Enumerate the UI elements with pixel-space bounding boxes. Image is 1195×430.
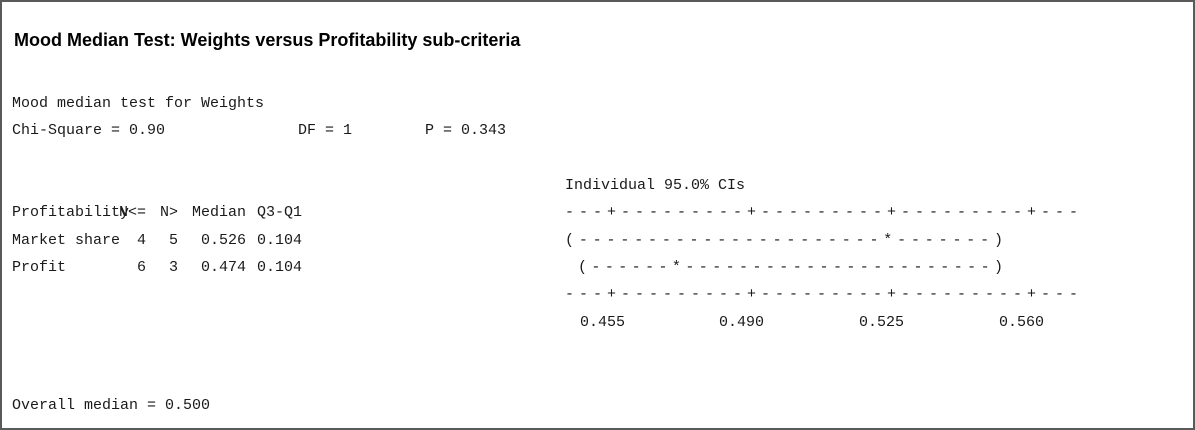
statistic: Chi-Square = 0.90 — [12, 122, 165, 139]
table-cell: 3 — [169, 259, 178, 276]
statistic: DF = 1 — [298, 122, 352, 139]
ci-tick-label: 0.490 — [719, 314, 764, 331]
table-cell: 0.474 — [201, 259, 246, 276]
table-cell: 0.104 — [257, 232, 302, 249]
overall-median: Overall median = 0.500 — [12, 397, 210, 414]
test-name: Mood median test for Weights — [12, 95, 264, 112]
column-header: Median — [192, 204, 246, 221]
table-cell: 0.526 — [201, 232, 246, 249]
table-cell: 4 — [137, 232, 146, 249]
table-cell: 0.104 — [257, 259, 302, 276]
ci-tick-label: 0.560 — [999, 314, 1044, 331]
column-header: N<= — [119, 204, 146, 221]
title: Mood Median Test: Weights versus Profita… — [14, 30, 521, 50]
table-cell: Market share — [12, 232, 120, 249]
table-cell: 5 — [169, 232, 178, 249]
ci-axis: ---+---------+---------+---------+--- — [565, 286, 1078, 303]
ci-tick-label: 0.525 — [859, 314, 904, 331]
column-header: Profitability — [12, 204, 129, 221]
ci-heading: Individual 95.0% CIs — [565, 177, 745, 194]
ci-axis: ---+---------+---------+---------+--- — [565, 204, 1078, 221]
column-header: Q3-Q1 — [257, 204, 302, 221]
ci-tick-label: 0.455 — [580, 314, 625, 331]
table-cell: Profit — [12, 259, 66, 276]
table-cell: 6 — [137, 259, 146, 276]
statistic: P = 0.343 — [425, 122, 506, 139]
column-header: N> — [160, 204, 178, 221]
